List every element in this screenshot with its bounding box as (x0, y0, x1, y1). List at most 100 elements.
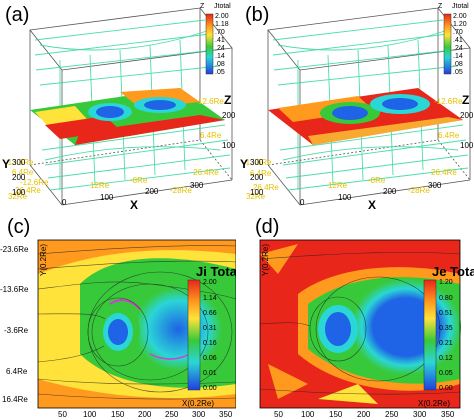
re-label: 6.4Re (12, 168, 34, 177)
re-label: -28Re (408, 186, 430, 195)
axis-z-label: Z (462, 93, 469, 107)
panel-b-colorbar (443, 13, 452, 75)
colorbar-tick: 1.18 (215, 21, 229, 28)
re-label: 32Re (8, 192, 28, 201)
colorbar-tick: 0.35 (439, 325, 453, 332)
x-tick: 200 (357, 410, 371, 419)
panel-a-colorbar-title: Jtotal (214, 3, 231, 10)
y-tick: 200 (250, 173, 264, 182)
x-tick: 200 (138, 410, 152, 419)
z-tick: 100 (222, 141, 236, 150)
panel-b-colorbar-axis: Z (438, 3, 443, 10)
panel-a-colorbar-axis: Z (200, 3, 205, 10)
x-tick: 50 (58, 410, 67, 419)
y-tick: 100 (250, 188, 264, 197)
panel-b-plot: Z Jtotal 2.00 1.20 .70 .41 .24 .14 .08 .… (238, 0, 474, 212)
colorbar-tick: 0.16 (203, 340, 217, 347)
re-label: 26.4Re (253, 183, 279, 192)
panel-c-map (37, 239, 236, 409)
re-label: 6.4Re (200, 131, 222, 140)
colorbar-tick: .41 (215, 37, 225, 44)
panel-c-colorbar (187, 279, 201, 391)
colorbar-tick: .24 (215, 45, 225, 52)
colorbar-tick: 0.66 (203, 310, 217, 317)
re-label: -8Re (130, 176, 148, 185)
colorbar-tick: .70 (453, 29, 463, 36)
colorbar-tick: 0.31 (203, 325, 217, 332)
colorbar-tick: 0.00 (203, 385, 217, 392)
panel-c: Ji Total 2.00 1.14 0.66 0.31 0.16 0.06 0… (0, 214, 236, 420)
x-tick: 200 (383, 187, 397, 196)
panel-b-colorbar-ticks: 2.00 1.20 .70 .41 .24 .14 .08 .05 (453, 13, 467, 76)
panel-c-x-axis-label: X(0.2Re) (182, 399, 214, 408)
panel-a-colorbar (205, 13, 214, 75)
panel-a-colorbar-ticks: 2.00 1.18 .70 .41 .24 .14 .08 .05 (215, 13, 229, 76)
colorbar-tick: 1.20 (439, 279, 453, 286)
z-tick: 100 (460, 141, 474, 150)
colorbar-tick: .05 (453, 69, 463, 76)
y-tick: 300 (250, 158, 264, 167)
x-tick: 300 (413, 410, 427, 419)
axis-z-label: Z (224, 93, 231, 107)
panel-c-label: (c) (4, 216, 34, 238)
panel-a-streamlines (34, 19, 231, 191)
colorbar-tick: .24 (453, 45, 463, 52)
x-tick: 300 (428, 181, 442, 190)
re-label: -13.6Re (243, 158, 272, 167)
colorbar-tick: .05 (215, 69, 225, 76)
axis-x-label: X (130, 198, 138, 212)
x-tick: 350 (219, 410, 233, 419)
y-tick: 200 (12, 173, 26, 182)
re-label: 32Re (246, 192, 266, 201)
x-tick: 250 (165, 410, 179, 419)
re-label: 26.4Re (193, 168, 219, 177)
panel-a-label: (a) (2, 4, 33, 26)
panel-d-x-ticks: 50 100 150 200 250 300 350 (274, 410, 455, 419)
panel-c-y-axis-label: Y(0.2Re) (39, 244, 48, 276)
x-tick: 100 (83, 410, 97, 419)
y-tick: 16.4Re (2, 395, 28, 404)
y-tick: -3.6Re (4, 326, 29, 335)
panel-a-plot: Z Jtotal 2.00 1.18 .70 .41 .24 .14 .08 .… (0, 0, 236, 212)
colorbar-tick: .08 (215, 61, 225, 68)
z-tick: 200 (460, 111, 474, 120)
panel-b: Z Jtotal 2.00 1.20 .70 .41 .24 .14 .08 .… (238, 0, 474, 212)
re-label: 12.6Re (198, 97, 224, 106)
colorbar-tick: .70 (215, 29, 225, 36)
panel-d-x-axis-label: X(0.2Re) (418, 399, 450, 408)
x-tick: 100 (301, 410, 315, 419)
re-label: 6.4Re (438, 131, 460, 140)
panel-d-plot: Je Total 1.20 0.80 0.51 0.35 0.21 0.12 0… (238, 214, 474, 420)
panel-b-colorbar-title: Jtotal (452, 3, 469, 10)
panel-b-axes: X Y Z 0 100 200 300 100 200 300 100 200 (240, 93, 474, 212)
panel-d-y-axis-label: Y(0.2Re) (261, 244, 270, 276)
panel-d-label: (d) (252, 216, 283, 238)
colorbar-tick: 2.00 (215, 13, 229, 20)
colorbar-tick: 0.01 (203, 370, 217, 377)
panel-c-y-ticks: -23.6Re -13.6Re -3.6Re 6.4Re 16.4Re (0, 245, 29, 404)
x-tick: 350 (441, 410, 455, 419)
x-tick: 0 (62, 198, 67, 207)
panel-c-colorbar-title: Ji Total (196, 264, 236, 279)
colorbar-tick: .41 (453, 37, 463, 44)
y-tick: 100 (12, 188, 26, 197)
panel-b-box (267, 7, 471, 206)
re-label: 26.4Re (431, 168, 457, 177)
colorbar-tick: .14 (453, 53, 463, 60)
z-tick: 200 (222, 111, 236, 120)
y-tick: -23.6Re (0, 245, 29, 254)
re-label: -12.6Re (434, 97, 463, 106)
colorbar-tick: 0.80 (439, 295, 453, 302)
colorbar-tick: 0.12 (439, 355, 453, 362)
colorbar-tick: 2.00 (453, 13, 467, 20)
panel-d-colorbar (423, 279, 437, 391)
x-tick: 0 (300, 198, 305, 207)
y-tick: 300 (12, 158, 26, 167)
colorbar-tick: 0.00 (439, 385, 453, 392)
panel-a: Z Jtotal 2.00 1.18 .70 .41 .24 .14 .08 .… (0, 0, 236, 212)
re-label: 6.4Re (250, 169, 272, 178)
colorbar-tick: 1.14 (203, 295, 217, 302)
colorbar-tick: 1.20 (453, 21, 467, 28)
panel-c-x-ticks: 50 100 150 200 250 300 350 (58, 410, 233, 419)
panel-d-colorbar-ticks: 1.20 0.80 0.51 0.35 0.21 0.12 0.05 0.00 (439, 279, 453, 392)
